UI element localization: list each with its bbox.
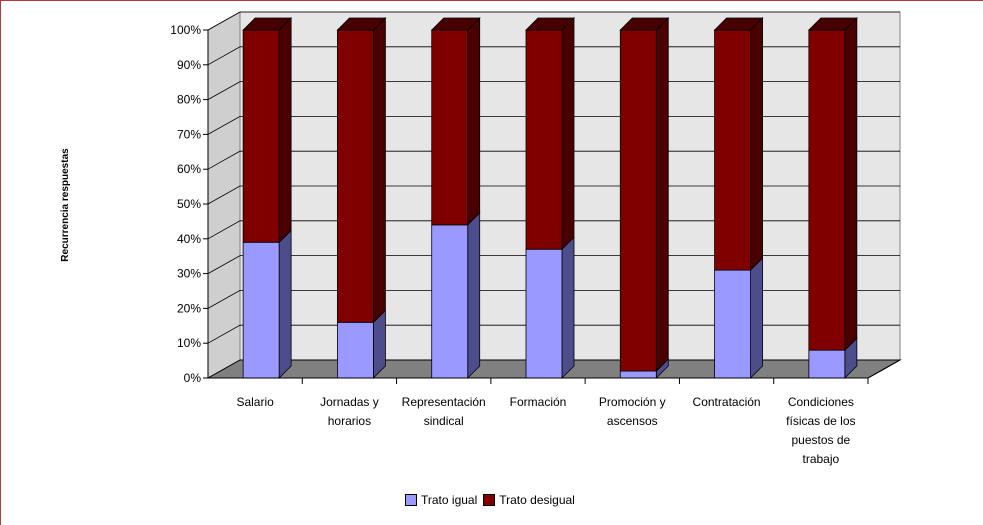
- gridline: [207, 11, 900, 31]
- bar-trato-desigual: [714, 29, 751, 271]
- bar-trato-desigual: [619, 29, 657, 372]
- y-tick-label: 40%: [177, 232, 201, 246]
- bar-trato-desigual: [431, 29, 469, 226]
- gridline: [207, 220, 900, 240]
- bar-trato-desigual: [525, 29, 563, 250]
- bar-side-trato-igual: [561, 236, 575, 379]
- x-category-label: ascensos: [607, 414, 658, 428]
- bar-side-trato-igual: [278, 229, 292, 379]
- gridline: [207, 150, 900, 170]
- x-category-label: Condiciones: [788, 395, 854, 409]
- bar-top-trato-desigual: [525, 17, 575, 31]
- bar-trato-igual: [714, 269, 751, 379]
- floor-edge: [867, 359, 901, 379]
- y-tick-label: 100%: [170, 23, 201, 37]
- bar-side-trato-desigual: [373, 17, 386, 324]
- legend: Trato igual Trato desigual: [405, 493, 575, 507]
- y-tick-label: 20%: [177, 301, 201, 315]
- y-tick-label: 70%: [177, 127, 201, 141]
- bar-trato-desigual: [337, 29, 374, 323]
- bar-side-trato-desigual: [561, 17, 575, 251]
- bar-top-trato-desigual: [619, 17, 670, 31]
- y-tick-label: 60%: [177, 162, 201, 176]
- bar-side-trato-desigual: [278, 17, 292, 244]
- legend-swatch-trato-igual: [405, 494, 417, 506]
- bar-side-trato-desigual: [655, 17, 669, 373]
- x-category-label: Representación: [402, 395, 486, 409]
- y-tick-label: 90%: [177, 58, 201, 72]
- y-tick-label: 80%: [177, 93, 201, 107]
- gridline: [207, 185, 900, 205]
- gridline: [207, 324, 900, 344]
- bar-trato-desigual: [808, 29, 846, 351]
- bar-top-trato-desigual: [242, 17, 293, 31]
- bar-side-trato-desigual: [467, 17, 481, 226]
- bar-top-trato-desigual: [336, 17, 387, 31]
- legend-item-trato-igual: Trato igual: [405, 493, 477, 507]
- bar-trato-igual: [808, 349, 846, 379]
- gridline: [207, 255, 900, 274]
- x-category-label: puestos de: [791, 433, 850, 447]
- x-category-label: Promoción y: [599, 395, 666, 409]
- bar-top-trato-desigual: [807, 17, 858, 31]
- bar-top-trato-desigual: [430, 17, 481, 31]
- x-category-label: Salario: [236, 395, 274, 409]
- legend-label-trato-desigual: Trato desigual: [499, 493, 575, 507]
- y-tick-label: 0%: [184, 371, 202, 385]
- legend-swatch-trato-desigual: [483, 494, 496, 506]
- y-axis-title: Recurrencia respuestas: [60, 148, 71, 262]
- y-tick-label: 10%: [177, 336, 201, 350]
- x-category-label: sindical: [424, 414, 464, 428]
- bar-side-trato-igual: [467, 211, 481, 379]
- x-category-label: horarios: [328, 414, 371, 428]
- x-category-label: Jornadas y: [320, 395, 379, 409]
- y-tick-label: 50%: [177, 197, 201, 211]
- x-category-label: Contratación: [693, 395, 761, 409]
- bar-side-trato-desigual: [844, 17, 858, 352]
- x-category-label: físicas de los: [786, 414, 855, 428]
- gridline: [207, 116, 900, 135]
- legend-label-trato-igual: Trato igual: [421, 493, 478, 507]
- bar-top-trato-desigual: [713, 17, 764, 31]
- bar-trato-igual: [619, 370, 657, 379]
- bar-trato-igual: [525, 248, 563, 379]
- x-category-label: trabajo: [803, 452, 840, 466]
- bar-trato-desigual: [242, 29, 280, 243]
- bar-trato-igual: [242, 241, 280, 379]
- legend-item-trato-desigual: Trato desigual: [483, 493, 575, 507]
- bar-trato-igual: [337, 321, 374, 379]
- bar-side-trato-desigual: [750, 17, 763, 272]
- bar-side-trato-igual: [750, 257, 763, 379]
- y-tick-label: 30%: [177, 267, 201, 281]
- x-category-label: Formación: [510, 395, 567, 409]
- gridline: [207, 46, 900, 66]
- bar-trato-igual: [431, 224, 469, 379]
- gridline: [207, 81, 900, 100]
- gridline: [207, 289, 900, 309]
